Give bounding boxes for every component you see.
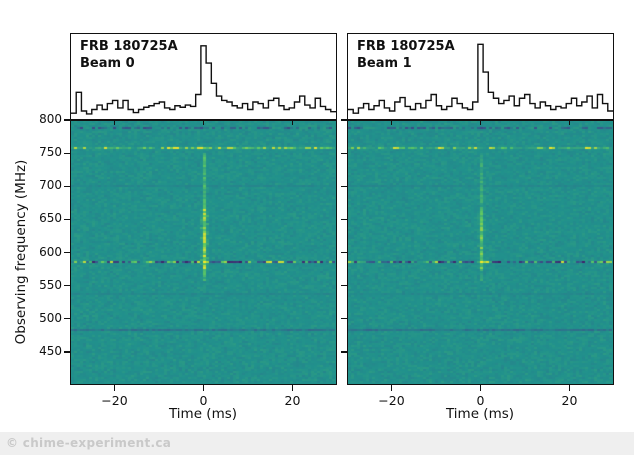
x-tick-label: 20 [561,393,578,408]
y-tick [341,318,347,320]
y-tick-label: 450 [39,343,62,358]
x-tick-top [291,121,294,125]
y-tick-label: 650 [39,211,62,226]
x-tick-label: 0 [476,393,485,408]
x-tick-label: 0 [199,393,208,408]
beam-label: Beam 1 [357,55,412,71]
x-tick [202,385,205,391]
watermark-credit: © chime-experiment.ca [6,436,172,450]
x-tick-label: −20 [378,393,405,408]
y-tick [64,119,70,121]
y-tick-label: 550 [39,277,62,292]
x-tick-label: 20 [284,393,301,408]
x-tick [291,385,294,391]
y-tick [341,351,347,353]
x-tick-top [479,121,482,125]
pulse-profile-line-beam0 [71,34,336,119]
waterfall-canvas-beam0 [71,121,335,383]
y-tick [64,251,70,254]
y-tick [64,351,70,353]
y-tick [64,185,70,187]
footer-band [0,432,634,455]
y-tick [64,218,70,221]
x-tick-top [202,121,205,125]
panel-title-beam0: FRB 180725A Beam 0 [80,39,178,73]
panel-title-beam1: FRB 180725A Beam 1 [357,39,455,73]
y-tick [341,152,347,154]
y-tick [64,152,70,154]
pulse-profile-beam0: FRB 180725A Beam 0 [70,33,337,120]
pulse-profile-line-beam1 [348,34,613,119]
waterfall-canvas-beam1 [348,121,612,383]
y-tick [341,119,347,121]
waterfall-beam1 [347,120,614,385]
y-tick-label: 600 [39,244,62,259]
y-tick [341,285,347,287]
x-tick [390,385,393,391]
frb-name-label: FRB 180725A [80,39,178,54]
y-tick [341,218,347,221]
x-tick-top [113,121,116,125]
x-tick [113,385,116,391]
y-tick [341,251,347,254]
y-tick-label: 500 [39,310,62,325]
y-tick [341,185,347,187]
pulse-profile-beam1: FRB 180725A Beam 1 [347,33,614,120]
waterfall-beam0 [70,120,337,385]
x-tick-label: −20 [101,393,128,408]
y-tick-label: 750 [39,145,62,160]
y-tick-label: 700 [39,178,62,193]
x-axis-label-right: Time (ms) [445,406,515,422]
x-tick [479,385,482,391]
x-axis-label-left: Time (ms) [168,406,238,422]
x-tick-top [568,121,571,125]
x-tick-top [390,121,393,125]
y-tick [64,285,70,287]
y-tick [64,318,70,320]
y-tick-label: 800 [39,112,62,126]
beam-label: Beam 0 [80,55,135,71]
x-tick [568,385,571,391]
frb-name-label: FRB 180725A [357,39,455,54]
